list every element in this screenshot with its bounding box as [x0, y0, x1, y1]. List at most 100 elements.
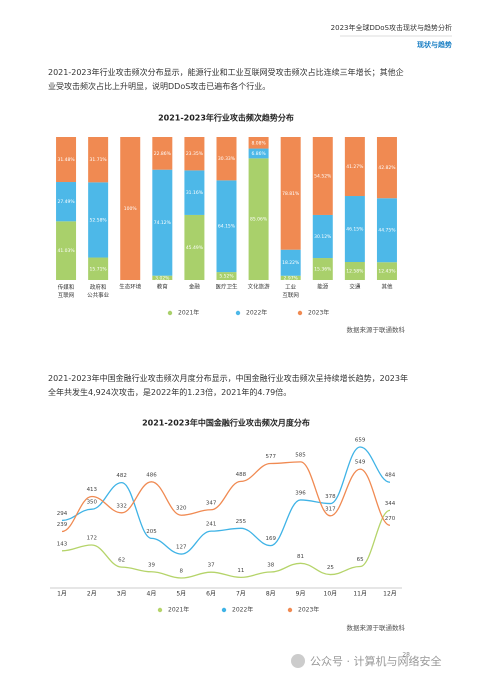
data-label: 41.27%	[346, 164, 364, 170]
data-label: 8.08%	[251, 140, 266, 146]
data-label: 172	[87, 535, 98, 541]
data-label: 350	[87, 500, 98, 506]
x-tick-label: 5月	[176, 591, 186, 598]
data-label: 52.58%	[90, 217, 108, 223]
bar-segment	[56, 182, 77, 222]
x-tick-label: 11月	[353, 591, 367, 598]
data-label: 205	[146, 529, 157, 535]
data-label: 27.49%	[57, 199, 75, 205]
data-label: 294	[57, 511, 68, 517]
data-label: 378	[325, 494, 336, 500]
data-label: 74.12%	[154, 220, 172, 226]
bar-segment	[152, 169, 173, 276]
legend-label: 2021年	[178, 309, 199, 317]
bar-segment	[152, 275, 173, 280]
data-label: 577	[265, 454, 276, 460]
bar-segment	[312, 214, 333, 259]
data-label: 549	[355, 460, 366, 466]
data-label: 22.86%	[154, 151, 172, 157]
x-tick-label: 金融	[189, 283, 201, 291]
page-number: 28	[402, 652, 410, 659]
x-tick-label: 10月	[324, 591, 338, 598]
data-label: 64.15%	[218, 224, 236, 230]
x-tick-label: 其他	[381, 283, 393, 291]
bar-segment	[56, 221, 77, 280]
x-tick-label: 2月	[87, 591, 97, 598]
data-label: 15.71%	[90, 266, 108, 272]
bar-segment	[216, 137, 237, 181]
data-label: 37	[208, 563, 215, 569]
legend-label: 2021年	[168, 606, 189, 614]
bar-segment	[120, 137, 141, 280]
line-series	[61, 461, 391, 533]
bar-segment	[376, 137, 397, 199]
data-label: 239	[57, 522, 68, 528]
legend-label: 2022年	[246, 309, 267, 317]
legend-label: 2023年	[298, 606, 319, 614]
data-label: 30.12%	[314, 234, 332, 240]
data-label: 38	[267, 562, 274, 568]
data-label: 396	[295, 490, 306, 496]
bar-segment	[184, 170, 205, 215]
data-label: 18.22%	[282, 260, 300, 266]
data-label: 41.03%	[57, 248, 75, 254]
data-label: 81	[297, 554, 304, 560]
data-label: 30.33%	[218, 156, 236, 162]
data-label: 42.82%	[378, 165, 396, 171]
x-tick-label: 8月	[266, 591, 276, 598]
bar-segment	[216, 272, 237, 280]
legend-label: 2023年	[308, 309, 329, 317]
data-label: 2.97%	[284, 275, 299, 281]
data-label: 659	[355, 438, 366, 444]
header-section: 现状与趋势	[417, 40, 452, 49]
data-label: 25	[327, 565, 334, 571]
bar-segment	[152, 137, 173, 170]
x-tick-label: 12月	[383, 591, 397, 598]
bar-segment	[88, 257, 109, 280]
x-tick-label: 能源	[317, 283, 329, 291]
data-label: 484	[385, 473, 396, 479]
data-label: 45.49%	[186, 245, 204, 251]
data-label: 78.81%	[282, 191, 300, 197]
x-tick-label: 政府和公共事业	[87, 283, 110, 299]
bar-segment	[88, 137, 109, 183]
data-label: 585	[295, 452, 306, 458]
data-label: 46.15%	[346, 227, 364, 233]
data-label: 54.52%	[314, 173, 332, 179]
data-label: 320	[176, 506, 187, 512]
data-label: 31.48%	[57, 157, 75, 163]
paragraph: 2021-2023年中国金融行业攻击频次月度分布显示，中国金融行业攻击频次呈持续…	[48, 374, 408, 397]
bar-segment	[312, 137, 333, 215]
data-label: 5.52%	[219, 274, 234, 280]
bar-segment	[344, 137, 365, 197]
bar-segment	[248, 158, 269, 280]
bar-segment	[376, 198, 397, 263]
bar-segment	[248, 137, 269, 149]
data-label: 85.06%	[250, 217, 268, 223]
data-label: 488	[236, 472, 247, 478]
x-tick-label: 3月	[117, 591, 127, 598]
data-label: 413	[87, 487, 98, 493]
bar-segment	[280, 275, 301, 280]
data-label: 11	[237, 568, 244, 574]
bar-segment	[312, 258, 333, 280]
bar-segment	[56, 137, 77, 183]
watermark-icon	[291, 654, 305, 668]
data-label: 486	[146, 472, 157, 478]
line-series	[61, 509, 391, 579]
bar-segment	[280, 137, 301, 250]
data-label: 482	[116, 473, 127, 479]
data-label: 31.16%	[186, 190, 204, 196]
source-note: 数据来源于联通数科	[347, 325, 406, 334]
x-tick-label: 医疗卫生	[215, 283, 238, 291]
data-label: 270	[385, 516, 396, 522]
x-tick-label: 9月	[296, 591, 306, 598]
data-label: 3.02%	[155, 275, 170, 281]
chart-title: 2021-2023年中国金融行业攻击频次月度分布	[142, 418, 310, 428]
x-tick-label: 交通	[349, 283, 361, 291]
x-tick-label: 文化旅游	[248, 283, 271, 291]
data-label: 344	[385, 501, 396, 507]
data-label: 255	[236, 519, 247, 525]
